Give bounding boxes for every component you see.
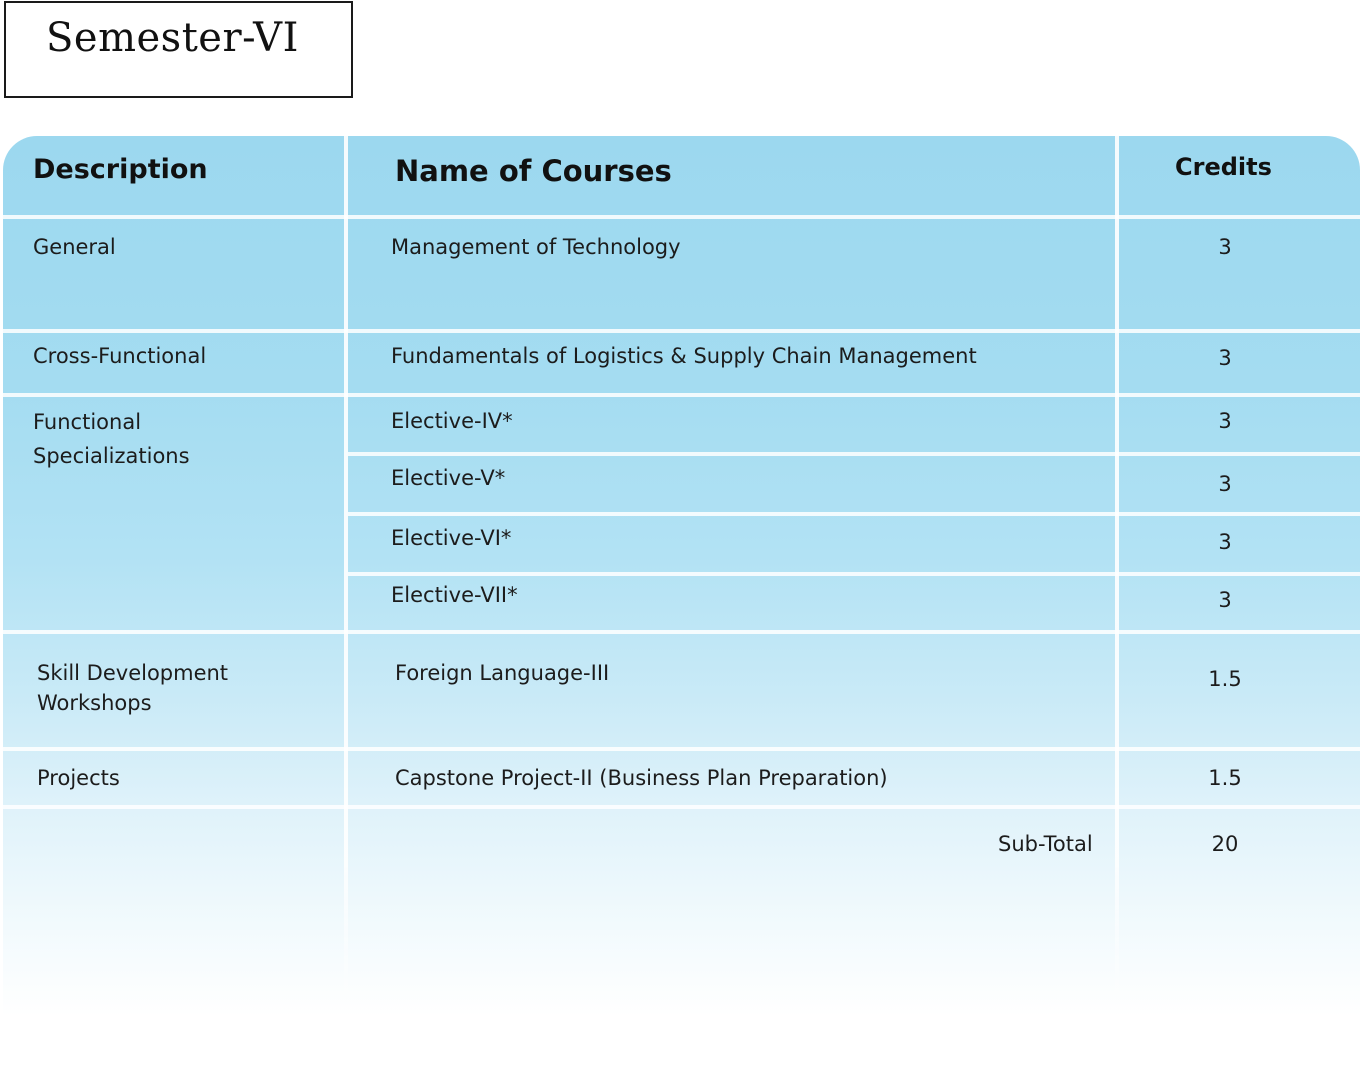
row-divider-header xyxy=(3,215,1360,219)
row-divider-general xyxy=(3,329,1360,333)
row-projects-credits: 1.5 xyxy=(1208,766,1242,790)
elective-vi-course: Elective-VI* xyxy=(391,526,512,550)
row-functional-description-line2: Specializations xyxy=(33,444,190,468)
row-skill-credits: 1.5 xyxy=(1208,667,1242,691)
row-skill-description-line1: Skill Development xyxy=(37,661,229,685)
row-skill-course: Foreign Language-III xyxy=(395,661,610,685)
column-divider-1 xyxy=(344,136,348,1016)
elective-iv-course: Elective-IV* xyxy=(391,409,513,433)
row-divider-elective-v xyxy=(348,512,1360,516)
row-divider-elective-vi xyxy=(348,572,1360,576)
row-projects-course: Capstone Project-II (Business Plan Prepa… xyxy=(395,766,888,790)
row-divider-cross-functional xyxy=(3,393,1360,397)
row-divider-functional xyxy=(3,630,1360,634)
row-divider-projects xyxy=(3,805,1360,809)
elective-vii-course: Elective-VII* xyxy=(391,583,518,607)
row-skill-description-line2: Workshops xyxy=(37,691,152,715)
elective-v-course: Elective-V* xyxy=(391,466,506,490)
elective-vi-credits: 3 xyxy=(1218,530,1232,554)
header-description: Description xyxy=(33,154,208,185)
elective-vii-credits: 3 xyxy=(1218,588,1232,612)
row-general-course: Management of Technology xyxy=(391,235,681,259)
elective-iv-credits: 3 xyxy=(1218,409,1232,433)
row-general-credits: 3 xyxy=(1218,235,1232,259)
row-functional-description-line1: Functional xyxy=(33,410,142,434)
column-divider-2 xyxy=(1115,136,1119,1016)
row-projects-description: Projects xyxy=(37,766,120,790)
row-cross-functional-description: Cross-Functional xyxy=(33,344,207,368)
row-cross-functional-course: Fundamentals of Logistics & Supply Chain… xyxy=(391,344,977,368)
elective-v-credits: 3 xyxy=(1218,472,1232,496)
subtotal-credits: 20 xyxy=(1211,832,1239,856)
semester-title: Semester-VI xyxy=(46,15,299,61)
courses-table: Description Name of Courses Credits Gene… xyxy=(3,136,1360,1016)
row-general-description: General xyxy=(33,235,116,259)
subtotal-label: Sub-Total xyxy=(998,832,1093,856)
row-cross-functional-credits: 3 xyxy=(1218,346,1232,370)
row-divider-elective-iv xyxy=(348,452,1360,456)
header-credits: Credits xyxy=(1175,153,1272,181)
row-divider-skill xyxy=(3,747,1360,751)
semester-title-box: Semester-VI xyxy=(4,1,353,98)
header-courses: Name of Courses xyxy=(395,154,672,188)
